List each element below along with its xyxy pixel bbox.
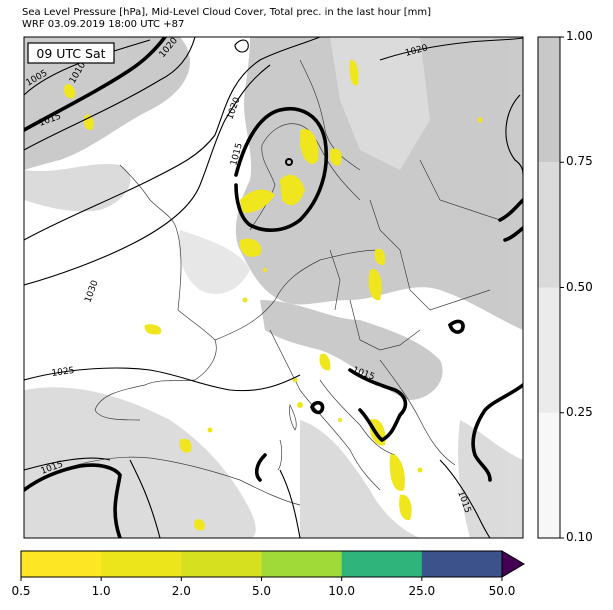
precipitation-layer bbox=[64, 59, 483, 531]
precip-colorbar-segment bbox=[341, 551, 423, 577]
precip-colorbar-tick-label: 0.5 bbox=[11, 584, 31, 598]
map-frame bbox=[23, 36, 524, 539]
isobar-label-1025: 1025 bbox=[51, 366, 75, 379]
time-label: 09 UTC Sat bbox=[27, 42, 115, 64]
cloud-colorbar-segment bbox=[538, 287, 560, 413]
cloud-colorbar-tick-label: 0.10 bbox=[566, 530, 593, 544]
precip-colorbar-tick-label: 1.0 bbox=[91, 584, 111, 598]
precip-colorbar-segment bbox=[181, 551, 262, 577]
precip-colorbar-tick-label: 2.0 bbox=[171, 584, 191, 598]
precip-colorbar-tick-label: 50.0 bbox=[488, 584, 516, 598]
cloud-cover-colorbar bbox=[537, 36, 564, 539]
precip-colorbar-tick-label: 10.0 bbox=[328, 584, 356, 598]
cloud-colorbar-tick-label: 1.00 bbox=[566, 29, 593, 43]
precipitation-colorbar bbox=[20, 550, 525, 581]
precip-colorbar-segment bbox=[421, 551, 503, 577]
precip-colorbar-segment bbox=[261, 551, 343, 577]
time-label-text: 09 UTC Sat bbox=[36, 46, 105, 61]
cloud-colorbar-tick-label: 0.75 bbox=[566, 154, 593, 169]
cloud-colorbar-tick-label: 0.25 bbox=[566, 404, 593, 419]
isobars-thick bbox=[24, 37, 523, 538]
cloud-colorbar-segment bbox=[538, 412, 560, 538]
cloud-colorbar-tick-label: 0.50 bbox=[566, 279, 593, 294]
cloud-colorbar-segment bbox=[538, 37, 560, 163]
isobars-thin bbox=[24, 37, 523, 538]
precip-colorbar-segment bbox=[21, 551, 102, 577]
map-panel: 1005 1010 1015 1020 1020 1020 1015 1030 … bbox=[24, 37, 523, 538]
precip-colorbar-tick-label: 25.0 bbox=[408, 584, 436, 598]
coastlines bbox=[59, 59, 501, 506]
cloud-colorbar-segment bbox=[538, 162, 560, 288]
precip-colorbar-tick-label: 5.0 bbox=[251, 584, 272, 598]
precip-colorbar-segment bbox=[101, 551, 182, 577]
title-line-1: Sea Level Pressure [hPa], Mid-Level Clou… bbox=[22, 7, 432, 18]
title-line-2: WRF 03.09.2019 18:00 UTC +87 bbox=[22, 19, 185, 30]
precip-colorbar-extend-arrow bbox=[501, 550, 525, 578]
